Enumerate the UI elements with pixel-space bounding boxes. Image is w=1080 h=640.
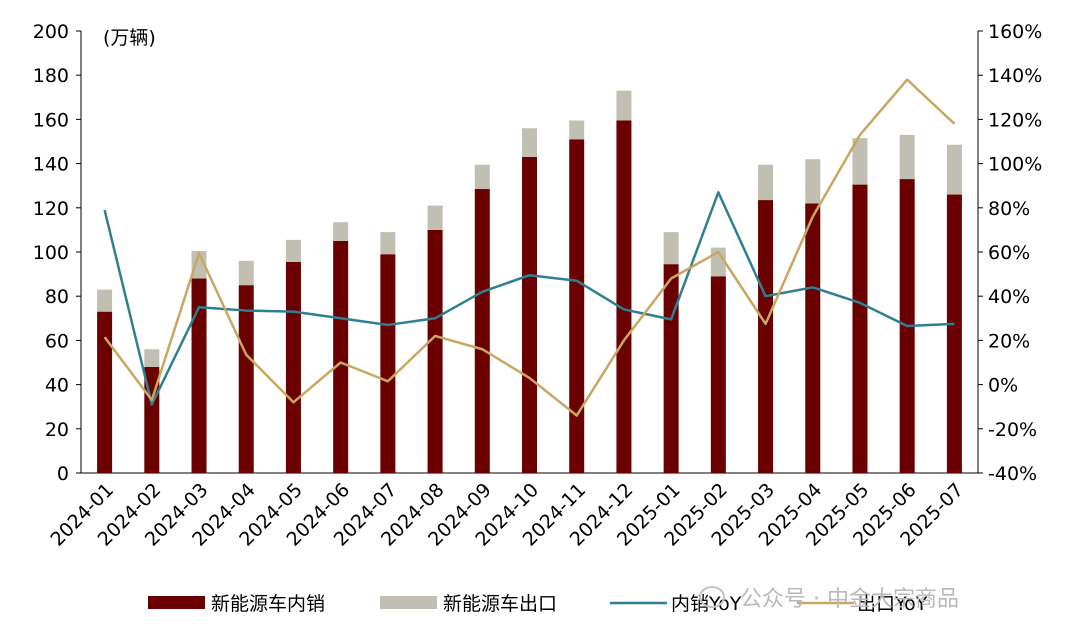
y-right-tick-label: 60%	[988, 242, 1030, 264]
line-domestic-yoy	[103, 191, 955, 406]
bar-domestic	[522, 156, 537, 473]
bar-export	[380, 232, 396, 255]
bar-export	[191, 250, 207, 279]
y-right-tick-label: 40%	[988, 286, 1030, 308]
bar-export	[474, 164, 490, 190]
y-right-tick-label: 80%	[988, 198, 1030, 220]
y-right-tick-label: 0%	[988, 375, 1018, 397]
bar-export	[758, 164, 774, 201]
y-left-tick-label: 60	[45, 330, 69, 352]
bar-domestic	[852, 184, 868, 473]
bar-export	[144, 349, 160, 367]
bar-export	[427, 205, 443, 230]
bar-domestic	[380, 254, 396, 473]
y-left-tick-label: 160	[33, 109, 69, 131]
watermark-text: 公众号 · 中金大宗商品	[740, 587, 959, 612]
y-left-tick-label: 180	[33, 65, 69, 87]
bar-export	[238, 260, 254, 286]
bar-export	[616, 90, 632, 121]
bar-export	[333, 222, 349, 241]
bar-domestic	[616, 120, 632, 473]
y-right-tick-label: 120%	[988, 109, 1042, 131]
bar-domestic	[946, 194, 962, 474]
y-left-tick-label: 120	[33, 198, 69, 220]
bar-domestic	[427, 229, 443, 473]
y-left-tick-label: 140	[33, 154, 69, 176]
bar-domestic	[333, 240, 349, 473]
legend-label-domestic: 新能源车内销	[211, 593, 325, 615]
y-left-tick-label: 40	[45, 375, 69, 397]
bar-export	[852, 138, 868, 185]
bar-export	[97, 289, 113, 312]
bar-domestic	[569, 139, 585, 474]
line-export-yoy	[103, 78, 956, 417]
bar-export	[946, 144, 962, 195]
bar-export	[805, 159, 821, 204]
y-right-tick-label: 100%	[988, 154, 1042, 176]
bar-domestic	[710, 276, 726, 473]
bar-domestic	[97, 311, 113, 473]
bar-export	[663, 232, 679, 265]
legend-swatch-export	[380, 596, 437, 609]
bar-export	[569, 120, 585, 140]
y-left-tick-label: 80	[45, 286, 69, 308]
bar-export	[285, 239, 301, 262]
bar-domestic	[805, 203, 821, 473]
legend-label-domestic-yoy: 内销YoY	[671, 593, 742, 615]
y-right-tick-label: 140%	[988, 65, 1042, 87]
y-left-unit-label: (万辆)	[103, 27, 156, 49]
bar-domestic	[238, 285, 254, 473]
wechat-icon	[699, 586, 725, 608]
y-right-tick-label: -20%	[988, 419, 1037, 441]
bar-export	[899, 134, 915, 180]
bar-domestic	[663, 264, 679, 473]
legend-swatch-domestic	[148, 596, 205, 609]
bar-domestic	[191, 278, 207, 473]
y-left-tick-label: 20	[45, 419, 69, 441]
legend-label-export-yoy: 出口YoY	[857, 593, 928, 615]
bar-domestic	[474, 189, 490, 473]
y-right-tick-label: -40%	[988, 463, 1037, 485]
y-right-tick-label: 20%	[988, 330, 1030, 352]
y-left-tick-label: 100	[33, 242, 69, 264]
bar-domestic	[758, 200, 774, 473]
y-left-tick-label: 200	[33, 21, 69, 43]
y-right-tick-label: 160%	[988, 21, 1042, 43]
bar-export	[522, 128, 537, 157]
bar-domestic	[285, 261, 301, 473]
legend-label-export: 新能源车出口	[443, 593, 557, 615]
y-left-tick-label: 0	[57, 463, 69, 485]
